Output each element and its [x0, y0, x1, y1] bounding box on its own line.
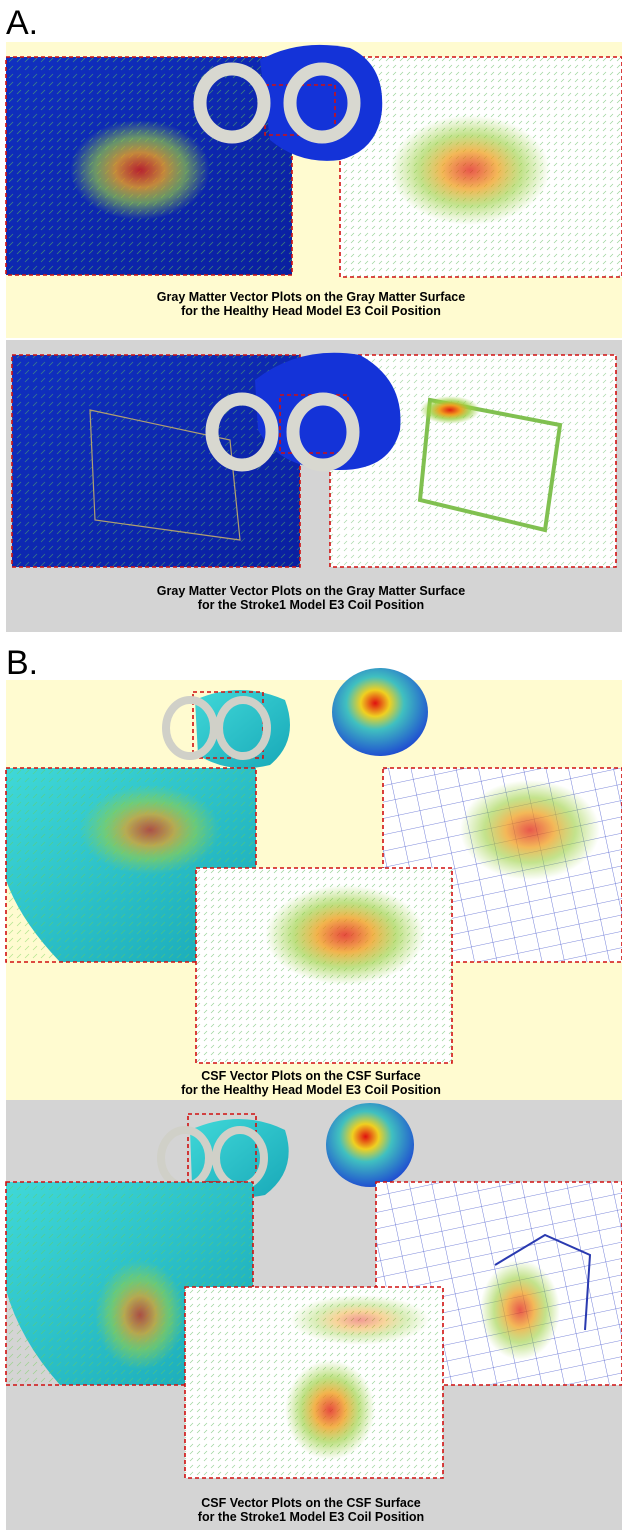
heatmap-head [332, 668, 428, 756]
caption: for the Stroke1 Model E3 Coil Position [198, 598, 424, 612]
hotspot [70, 120, 210, 220]
hotspot [285, 1360, 375, 1460]
hotspot [460, 780, 600, 880]
hotspot [390, 115, 550, 225]
figure: A. Gray Matter Vector Plots on the Gray … [0, 0, 622, 1530]
caption: for the Healthy Head Model E3 Coil Posit… [181, 1083, 441, 1097]
hotspot [480, 1260, 560, 1360]
caption: for the Healthy Head Model E3 Coil Posit… [181, 304, 441, 318]
caption: CSF Vector Plots on the CSF Surface [201, 1069, 421, 1083]
panel-label: A. [6, 4, 38, 42]
panel-label: B. [6, 644, 38, 682]
hotspot [420, 396, 480, 424]
hotspot [290, 1295, 430, 1345]
caption: for the Stroke1 Model E3 Coil Position [198, 1510, 424, 1524]
hotspot [80, 785, 220, 875]
caption: Gray Matter Vector Plots on the Gray Mat… [157, 290, 465, 304]
heatmap-head [326, 1103, 414, 1187]
caption: CSF Vector Plots on the CSF Surface [201, 1496, 421, 1510]
caption: Gray Matter Vector Plots on the Gray Mat… [157, 584, 465, 598]
hotspot [95, 1260, 185, 1370]
hotspot [265, 885, 425, 985]
